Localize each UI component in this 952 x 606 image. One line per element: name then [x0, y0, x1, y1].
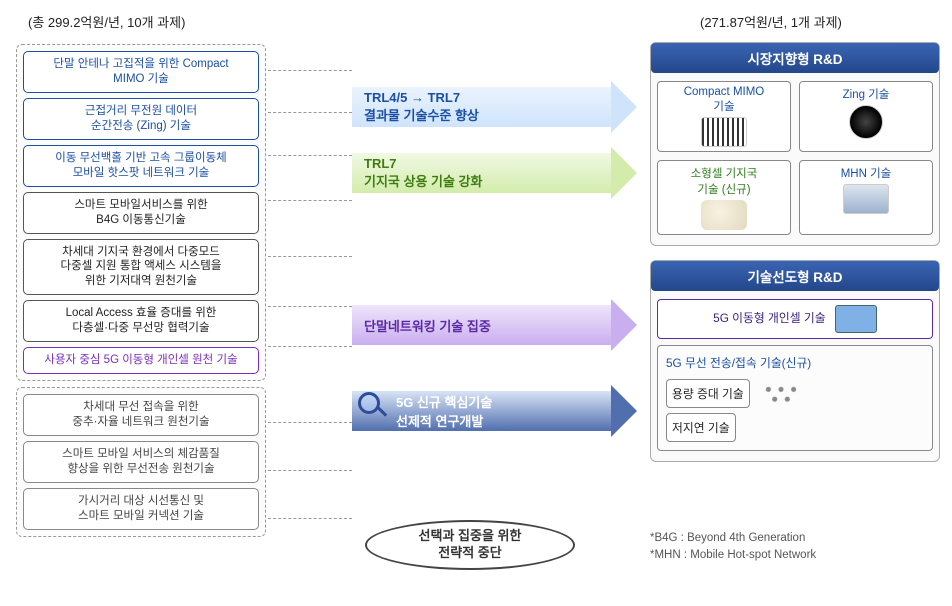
- cloth-icon: [701, 200, 747, 230]
- barcode-icon: [701, 117, 747, 147]
- connector-line: [268, 470, 352, 471]
- connector-line: [268, 200, 352, 201]
- oval-line1: 선택과 집중을 위한: [419, 528, 522, 543]
- arrow-purple: 단말네트워킹 기술 집중: [352, 300, 637, 350]
- tech-panel: 기술선도형 R&D 5G 이동형 개인셀 기술 5G 무선 전송/접속 기술(신…: [650, 260, 940, 462]
- footnote-mhn: *MHN : Mobile Hot-spot Network: [650, 547, 816, 564]
- left-box: 근접거리 무전원 데이터순간전송 (Zing) 기술: [23, 98, 259, 140]
- left-group-main: 단말 안테나 고집적을 위한 CompactMIMO 기술근접거리 무전원 데이…: [16, 44, 266, 381]
- connector-line: [268, 155, 352, 156]
- oval-line2: 전략적 중단: [438, 545, 501, 560]
- market-cell: MHN 기술: [799, 160, 933, 235]
- right-zone: 시장지향형 R&D Compact MIMO기술 Zing 기술소형셀 기지국기술…: [650, 42, 940, 476]
- tech-primary-label: 5G 이동형 개인셀 기술: [713, 311, 825, 325]
- connector-line: [268, 518, 352, 519]
- tech-item-box: 저지연 기술: [666, 413, 736, 442]
- connector-line: [268, 112, 352, 113]
- market-panel-title: 시장지향형 R&D: [651, 43, 939, 73]
- left-box: 차세대 무선 접속을 위한중추·자율 네트워크 원천기술: [23, 394, 259, 436]
- tech-panel-title: 기술선도형 R&D: [651, 261, 939, 291]
- left-group-secondary: 차세대 무선 접속을 위한중추·자율 네트워크 원천기술스마트 모바일 서비스의…: [16, 387, 266, 537]
- magnifier-icon: [358, 392, 390, 424]
- market-cell: 소형셀 기지국기술 (신규): [657, 160, 791, 235]
- tech-secondary-header: 5G 무선 전송/접속 기술(신규): [666, 354, 924, 371]
- footnotes: *B4G : Beyond 4th Generation *MHN : Mobi…: [650, 530, 816, 565]
- market-cell-label: 소형셀 기지국기술 (신규): [691, 165, 758, 197]
- disc-icon: [849, 105, 883, 139]
- left-box: 스마트 모바일 서비스의 체감품질향상을 위한 무선전송 원천기술: [23, 441, 259, 483]
- connector-line: [268, 422, 352, 423]
- tech-primary-box: 5G 이동형 개인셀 기술: [657, 299, 933, 339]
- connector-line: [268, 346, 352, 347]
- market-panel: 시장지향형 R&D Compact MIMO기술 Zing 기술소형셀 기지국기술…: [650, 42, 940, 246]
- header-right: (271.87억원/년, 1개 과제): [700, 12, 842, 31]
- market-cell-label: Zing 기술: [843, 86, 890, 102]
- market-cell: Compact MIMO기술: [657, 81, 791, 152]
- left-column: 단말 안테나 고집적을 위한 CompactMIMO 기술근접거리 무전원 데이…: [16, 44, 266, 537]
- left-box: 차세대 기지국 환경에서 다중모드다중셀 지원 통합 액세스 시스템을위한 기저…: [23, 239, 259, 296]
- arrow-blue: TRL4/5 → TRL7결과물 기술수준 향상: [352, 82, 637, 132]
- market-cell-label: Compact MIMO기술: [684, 86, 765, 114]
- arrow-label: 5G 신규 핵심기술선제적 연구개발: [352, 391, 611, 431]
- footnote-b4g: *B4G : Beyond 4th Generation: [650, 530, 816, 547]
- connector-line: [268, 70, 352, 71]
- dots-icon: [760, 381, 802, 409]
- connector-line: [268, 306, 352, 307]
- arrow-head: [611, 385, 637, 437]
- arrow-head: [611, 81, 637, 133]
- arrow-head: [611, 299, 637, 351]
- left-box: 사용자 중심 5G 이동형 개인셀 원천 기술: [23, 347, 259, 374]
- left-box: 가시거리 대상 시선통신 및스마트 모바일 커넥션 기술: [23, 488, 259, 530]
- strategy-oval: 선택과 집중을 위한 전략적 중단: [365, 520, 575, 570]
- tech-item-box: 용량 증대 기술: [666, 379, 750, 408]
- left-box: Local Access 효율 증대를 위한다층셀·다중 무선망 협력기술: [23, 300, 259, 342]
- arrow-navy: 5G 신규 핵심기술선제적 연구개발: [352, 386, 637, 436]
- tech-secondary-wrap: 5G 무선 전송/접속 기술(신규) 용량 증대 기술저지연 기술: [657, 345, 933, 451]
- header-left: (총 299.2억원/년, 10개 과제): [28, 12, 185, 31]
- market-cell: Zing 기술: [799, 81, 933, 152]
- arrow-head: [611, 147, 637, 199]
- left-box: 단말 안테나 고집적을 위한 CompactMIMO 기술: [23, 51, 259, 93]
- left-box: 스마트 모바일서비스를 위한B4G 이동통신기술: [23, 192, 259, 234]
- train-icon: [843, 184, 889, 214]
- arrow-label: TRL4/5 → TRL7결과물 기술수준 향상: [352, 87, 611, 127]
- connector-line: [268, 256, 352, 257]
- arrow-label: 단말네트워킹 기술 집중: [352, 305, 611, 345]
- arrow-label: TRL7기지국 상용 기술 강화: [352, 153, 611, 193]
- chip-icon: [835, 305, 877, 333]
- market-cell-label: MHN 기술: [841, 165, 892, 181]
- arrow-green: TRL7기지국 상용 기술 강화: [352, 148, 637, 198]
- left-box: 이동 무선백홀 기반 고속 그룹이동체모바일 핫스팟 네트워크 기술: [23, 145, 259, 187]
